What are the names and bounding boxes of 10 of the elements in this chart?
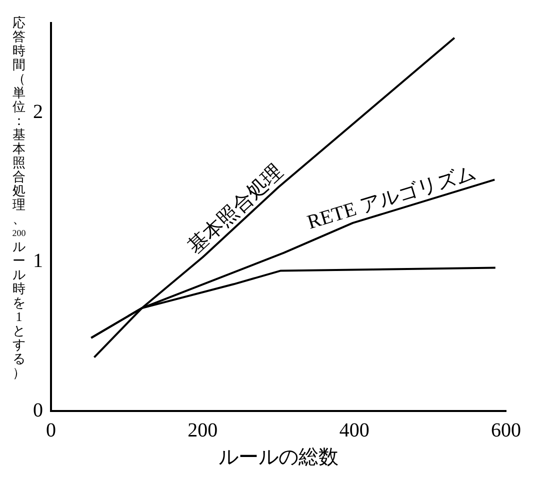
x-tick-label: 200 xyxy=(188,419,218,442)
y-tick-label: 2 xyxy=(33,100,43,123)
y-tick-label: 1 xyxy=(33,250,43,272)
text: 基本照合処理 xyxy=(184,160,288,258)
text: 応答時間（単位：基本照合処理、200ルール時を1とする） xyxy=(12,15,26,380)
x-tick-label: 400 xyxy=(339,419,370,442)
x-tick-label: 600 xyxy=(491,419,521,442)
x-axis-title: ルールの総数 xyxy=(218,446,338,468)
y-tick-label: 0 xyxy=(33,399,43,422)
text: RETE アルゴリズム xyxy=(304,162,479,234)
